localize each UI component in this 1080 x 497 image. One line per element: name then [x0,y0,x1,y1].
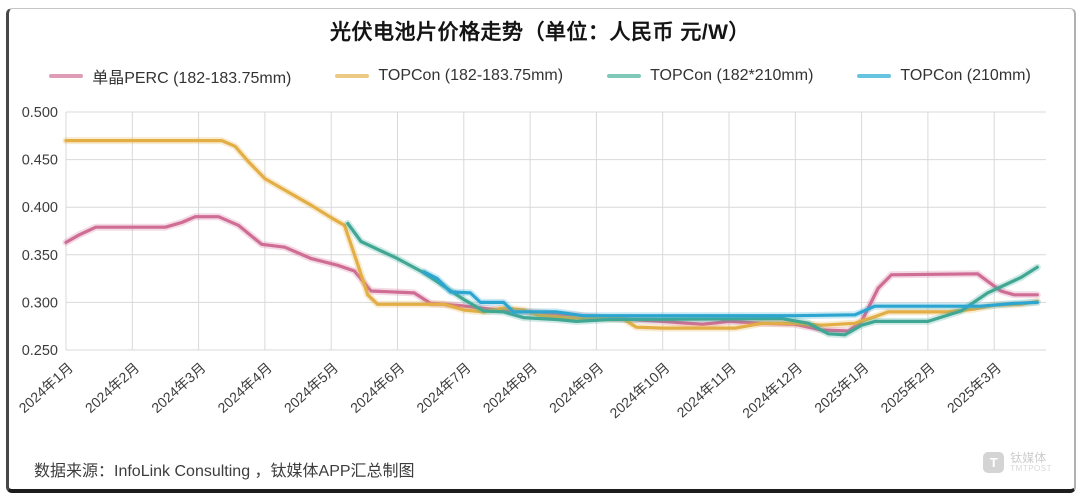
y-axis-tick-label: 0.450 [22,153,58,169]
legend-label: TOPCon (210mm) [900,67,1031,84]
x-axis-tick-label: 2024年10月 [606,359,672,421]
x-axis-tick-label: 2025年1月 [811,359,871,416]
legend-item: TOPCon (182*210mm) [607,67,813,85]
legend-item: TOPCon (182-183.75mm) [335,67,563,85]
x-axis-tick-label: 2024年2月 [82,359,142,416]
series-line [64,139,1039,330]
series-line-halo [62,137,1041,332]
series-line-halo [420,268,1041,320]
y-axis-tick-label: 0.250 [22,343,58,359]
x-axis-tick-label: 2024年8月 [480,359,540,416]
legend-swatch-line-icon [335,74,370,78]
x-axis-tick-label: 2024年5月 [281,359,341,416]
series-line [422,270,1039,318]
tmtpost-logo-icon: T [983,452,1005,474]
x-axis-tick-label: 2024年3月 [148,359,208,416]
y-axis-tick-label: 0.350 [22,248,58,264]
y-axis-tick-label: 0.400 [22,200,58,216]
watermark-name-en: TMTPOST [1010,464,1052,474]
y-axis-tick-label: 0.500 [22,105,58,121]
legend-label: TOPCon (182*210mm) [650,67,814,84]
x-axis-tick-label: 2025年2月 [877,359,937,416]
x-axis-tick-label: 2024年11月 [674,359,739,420]
legend-label: TOPCon (182-183.75mm) [378,67,564,84]
legend-swatch-line-icon [607,74,642,78]
x-axis-tick-label: 2025年3月 [944,359,1004,416]
x-axis-tick-label: 2024年12月 [739,359,805,421]
x-axis-tick-label: 2024年9月 [546,359,606,416]
x-axis-tick-label: 2024年4月 [214,359,274,416]
x-axis-tick-label: 2024年7月 [413,359,473,416]
legend-item: 单晶PERC (182-183.75mm) [49,64,291,88]
legend-swatch-line-icon [857,74,892,78]
watermark-name-cn: 钛媒体 [1010,451,1047,465]
legend-swatch-line-icon [49,74,84,78]
legend: 单晶PERC (182-183.75mm) TOPCon (182-183.75m… [0,64,1080,88]
source-note: 数据来源：InfoLink Consulting ，钛媒体APP汇总制图 [34,463,415,480]
tmtpost-watermark: T 钛媒体 TMTPOST [983,451,1052,474]
legend-label: 单晶PERC (182-183.75mm) [92,70,292,87]
legend-item: TOPCon (210mm) [857,67,1031,85]
x-axis-tick-label: 2024年1月 [16,359,76,416]
chart-title: 光伏电池片价格走势（单位：人民币 元/W） [330,21,750,44]
tmtpost-watermark-text: 钛媒体 TMTPOST [1010,451,1052,474]
y-axis-tick-label: 0.300 [22,295,58,311]
x-axis-tick-label: 2024年6月 [347,359,407,416]
